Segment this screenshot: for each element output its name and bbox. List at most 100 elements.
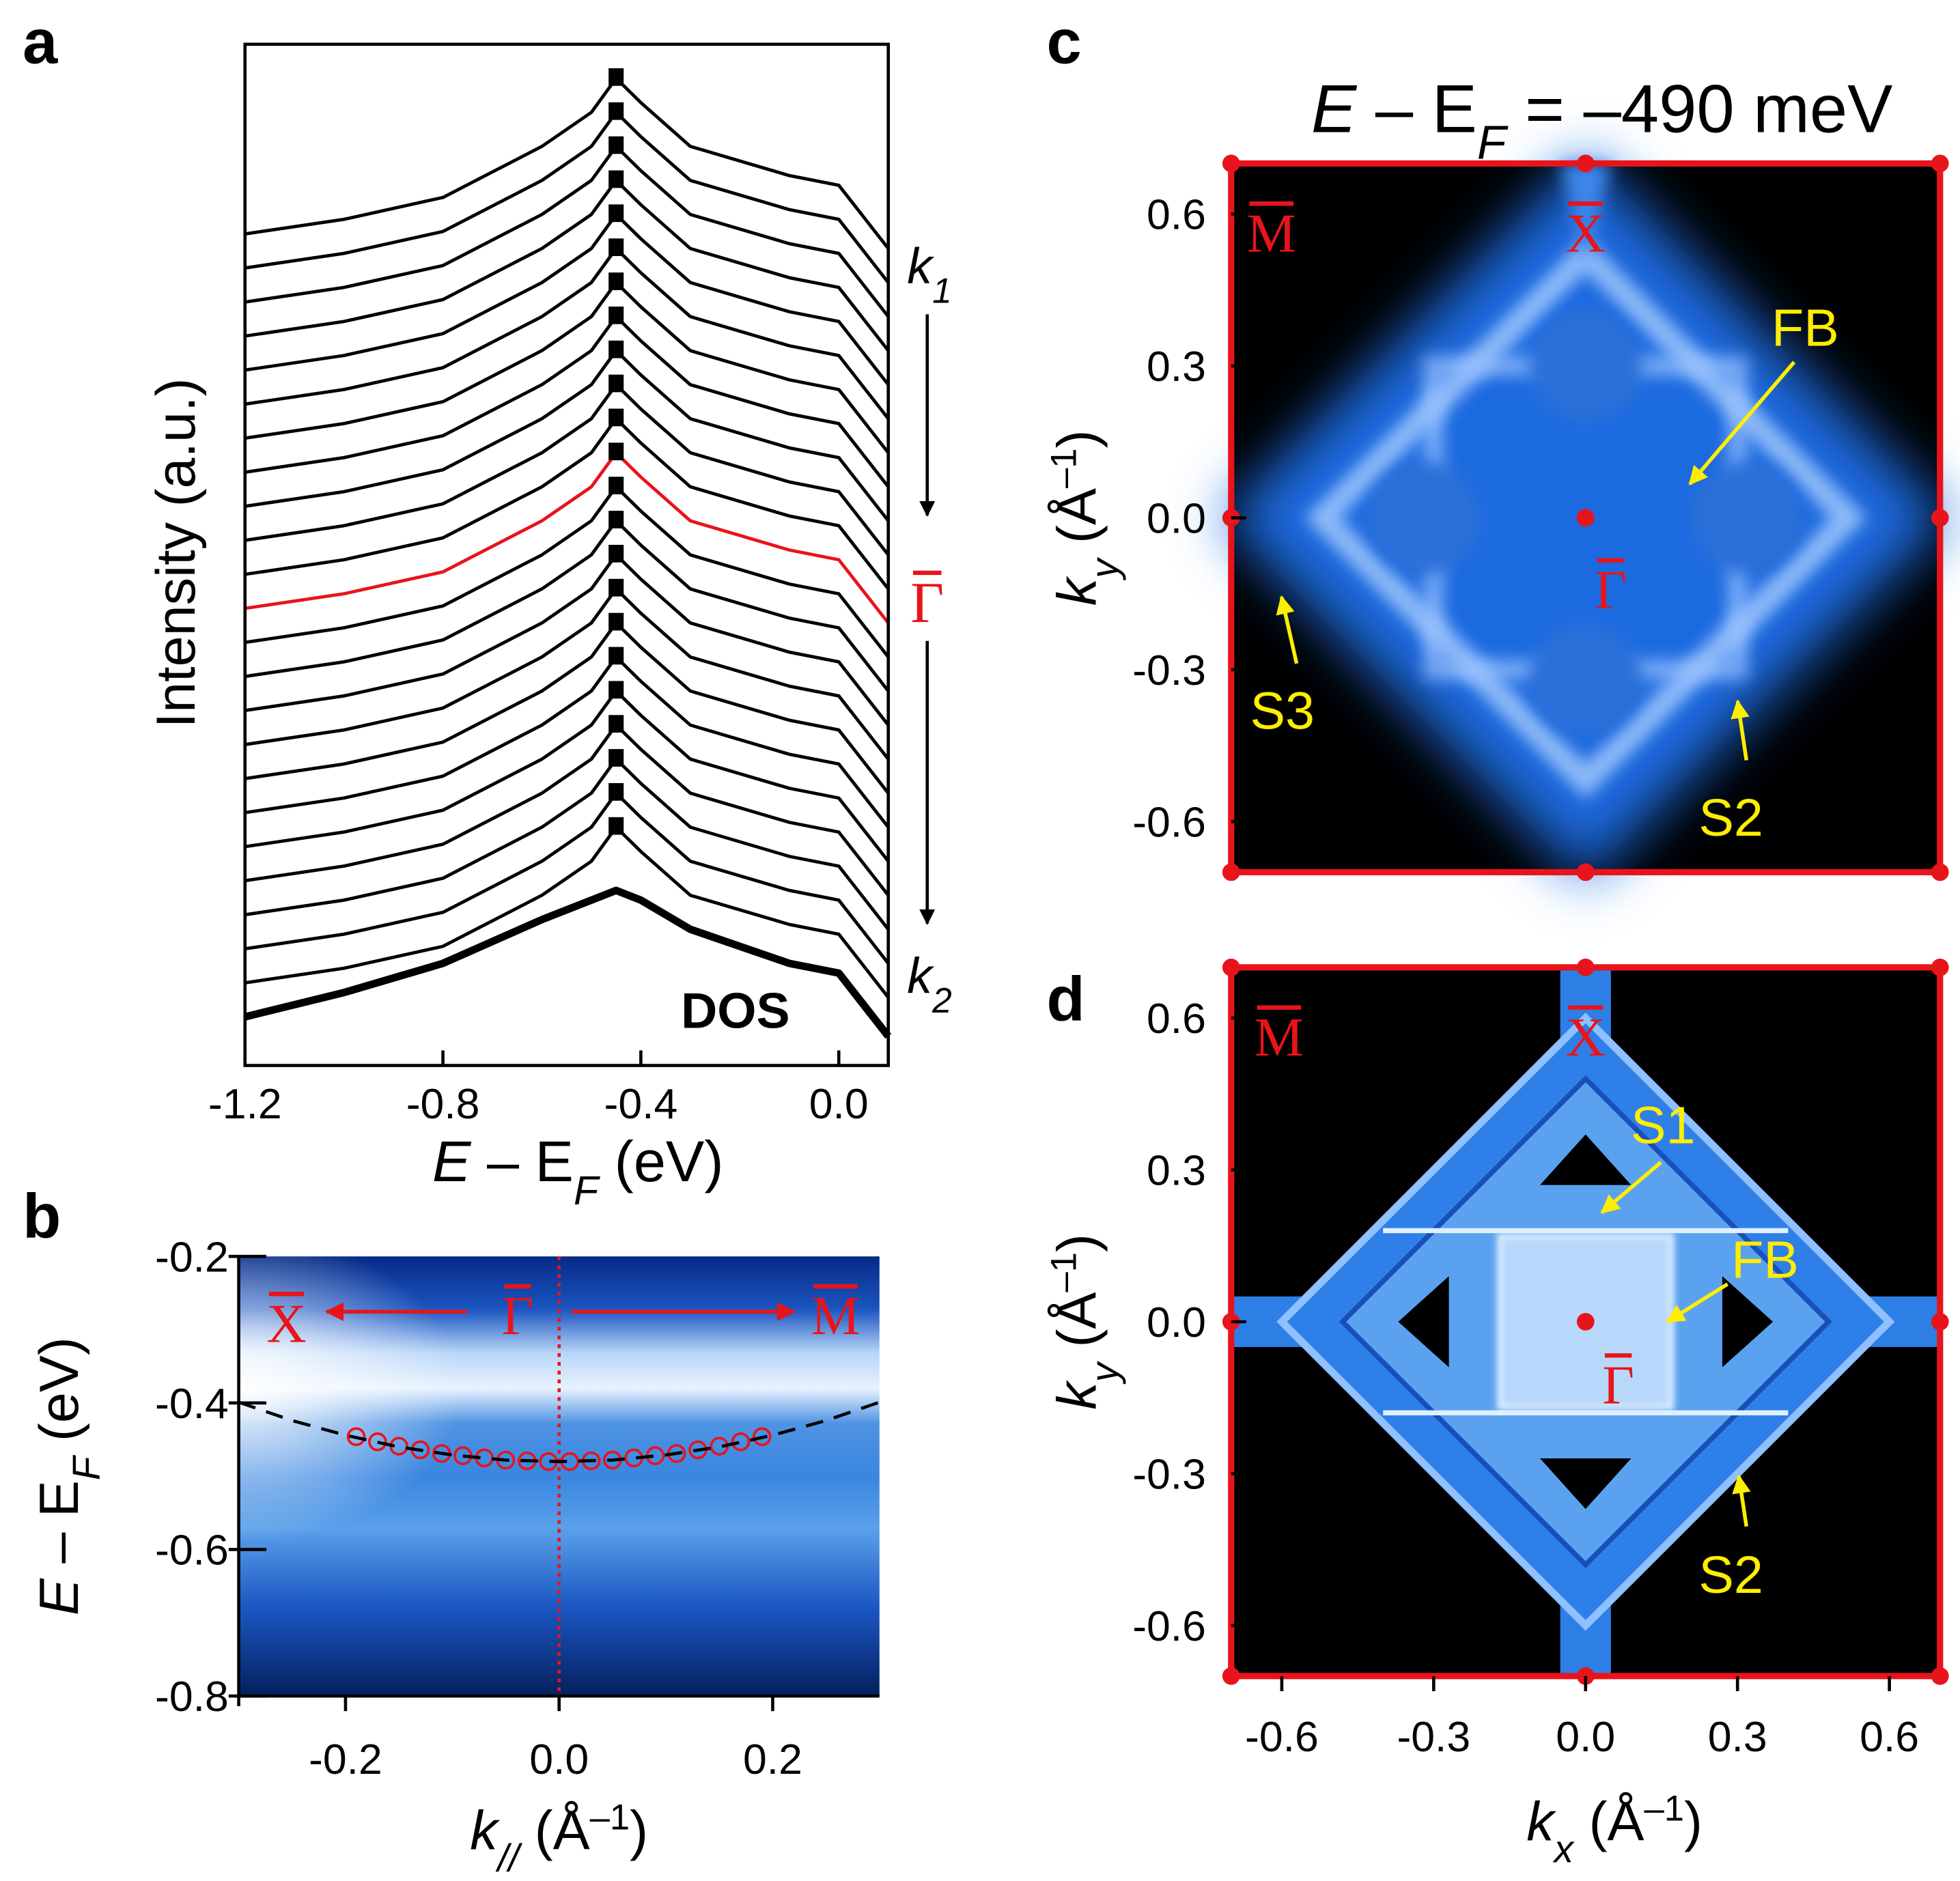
- map-hole: [1540, 1458, 1632, 1510]
- x-axis-label-part: –1: [590, 1797, 630, 1837]
- panel-letter: d: [1047, 964, 1085, 1034]
- peak-marker: [608, 340, 624, 358]
- gamma-label: Γ: [1595, 559, 1627, 621]
- fit-point: [753, 1427, 772, 1446]
- peak-marker: [608, 612, 624, 631]
- peak-marker: [608, 136, 624, 154]
- dos-curve: [244, 886, 892, 1039]
- y-axis-label-part: k: [1046, 576, 1108, 606]
- fit-point: [731, 1432, 751, 1452]
- fit-point: [368, 1432, 387, 1452]
- bz-point: [1222, 154, 1240, 173]
- peak-marker: [608, 408, 624, 427]
- y-tick-label: 0.3: [1147, 343, 1206, 391]
- x-axis-label-part: E: [432, 1129, 472, 1193]
- peak-marker: [608, 442, 624, 461]
- feature-label: S1: [1631, 1097, 1696, 1155]
- k2-label: k2: [907, 947, 951, 1020]
- fit-point: [346, 1427, 366, 1446]
- panel-letter: a: [23, 7, 58, 76]
- x-tick-label: -0.4: [604, 1080, 678, 1128]
- arrow: [1276, 595, 1299, 664]
- peak-marker: [608, 374, 624, 393]
- map-ring: [1304, 236, 1867, 799]
- bz-point: [1931, 1312, 1949, 1331]
- bz-point: [1222, 1667, 1240, 1685]
- peak-marker: [608, 272, 624, 290]
- x-tick-label: 0.2: [743, 1736, 802, 1783]
- peak-marker: [608, 647, 624, 665]
- k2-label-part: k: [907, 947, 934, 1004]
- x-tick-label: 0.0: [529, 1736, 589, 1783]
- bz-point: [1931, 154, 1949, 173]
- k1-label: k1: [907, 237, 951, 310]
- panel-title-part: E: [1311, 72, 1358, 147]
- panel-letter: b: [23, 1182, 61, 1251]
- peak-marker: [608, 477, 624, 495]
- m-point-label: M: [1255, 1006, 1304, 1068]
- arrow: [1731, 699, 1750, 761]
- y-tick-label: -0.6: [155, 1527, 229, 1574]
- y-tick-label: -0.2: [155, 1233, 229, 1281]
- map-hole: [1398, 1276, 1449, 1368]
- fit-curve: [238, 1400, 880, 1463]
- x-point-label: X: [1566, 202, 1606, 264]
- y-tick-label: -0.3: [1132, 647, 1206, 694]
- x-axis-label-part: ): [630, 1800, 648, 1862]
- bz-point: [1576, 863, 1595, 881]
- x-axis-label-part: –1: [1644, 1788, 1684, 1828]
- map-hole: [1722, 1276, 1774, 1368]
- y-tick-label: 0.3: [1147, 1147, 1206, 1195]
- map-lobe: [1528, 623, 1642, 737]
- peak-marker: [608, 817, 624, 835]
- bz-point: [1222, 958, 1240, 976]
- dos-label: DOS: [681, 982, 789, 1038]
- y-axis-label-part: –1: [1044, 1252, 1084, 1292]
- y-axis-label-part: (Å: [1046, 488, 1108, 558]
- peak-marker: [608, 715, 624, 733]
- y-tick-label: 0.6: [1147, 191, 1206, 239]
- gamma-label: Γ: [910, 571, 944, 635]
- y-tick-label: -0.3: [1132, 1450, 1206, 1498]
- x-axis-label-part: ): [1684, 1792, 1703, 1853]
- k1-label-part: 1: [932, 270, 952, 310]
- y-axis-label-part: E: [29, 1578, 90, 1615]
- y-tick-label: -0.6: [1132, 1602, 1206, 1650]
- y-axis-label-part: (eV): [29, 1337, 90, 1456]
- bz-point: [1576, 154, 1595, 173]
- k2-label-part: 2: [932, 980, 952, 1020]
- y-axis-label-part: F: [66, 1454, 109, 1480]
- y-axis-label: ky (Å–1): [1044, 430, 1126, 606]
- map-lobe: [1691, 461, 1804, 575]
- panel-letter: c: [1047, 7, 1082, 76]
- y-tick-label: 0.0: [1147, 495, 1206, 543]
- y-axis-label-part: k: [1046, 1380, 1108, 1410]
- peak-marker: [608, 204, 624, 223]
- x-axis-label-part: (Å: [519, 1800, 589, 1862]
- y-tick-label: -0.6: [1132, 798, 1206, 846]
- y-axis-label-part: ): [1046, 1234, 1108, 1252]
- x-point-label: X: [1566, 1006, 1606, 1068]
- x-tick-label: 0.3: [1708, 1713, 1767, 1761]
- feature-label: FB: [1731, 1230, 1799, 1289]
- x-tick-label: 0.0: [1556, 1713, 1615, 1761]
- x-tick-label: 0.0: [809, 1080, 869, 1128]
- x-tick-label: -0.8: [406, 1080, 480, 1128]
- x-point-label: X: [266, 1292, 306, 1354]
- x-axis-label-part: x: [1552, 1828, 1575, 1871]
- gamma-label: Γ: [502, 1285, 534, 1346]
- y-axis-label-part: (Å: [1046, 1292, 1108, 1362]
- y-tick-label: -0.4: [155, 1380, 229, 1428]
- feature-label: S2: [1698, 789, 1763, 847]
- panel-title-part: – E: [1356, 72, 1477, 147]
- peak-marker: [608, 238, 624, 257]
- peak-marker: [608, 544, 624, 563]
- x-axis-label: k// (Å–1): [470, 1797, 648, 1880]
- gamma-label: Γ: [1602, 1354, 1634, 1415]
- x-tick-label: -0.2: [309, 1736, 382, 1783]
- x-tick-label: 0.6: [1860, 1713, 1919, 1761]
- peak-marker: [608, 578, 624, 597]
- x-axis-label-part: k: [470, 1800, 500, 1862]
- bz-point: [1222, 863, 1240, 881]
- y-tick-label: -0.8: [155, 1673, 229, 1721]
